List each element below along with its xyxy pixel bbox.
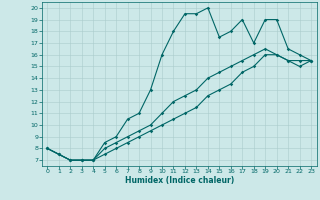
X-axis label: Humidex (Indice chaleur): Humidex (Indice chaleur): [124, 176, 234, 185]
